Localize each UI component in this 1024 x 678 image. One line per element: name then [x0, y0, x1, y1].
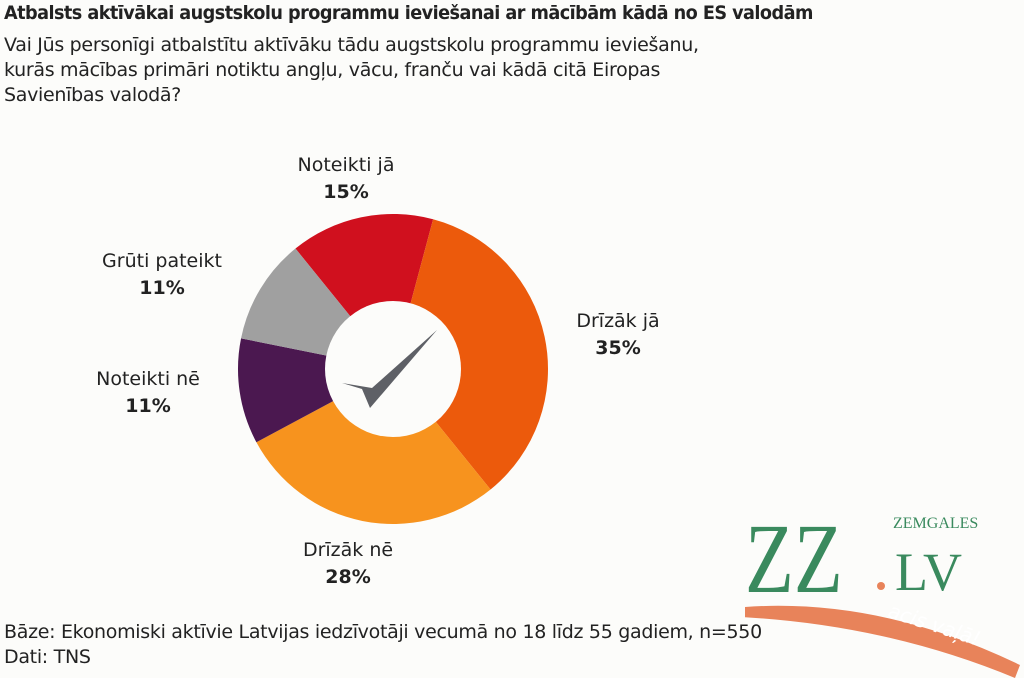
svg-text:ZZ: ZZ	[745, 503, 843, 615]
footer-base: Bāze: Ekonomiski aktīvie Latvijas iedzīv…	[4, 621, 762, 643]
checkmark-icon	[342, 330, 437, 408]
zz-lv-logo: ZZ ZEMGALES LV acis vaļā!	[745, 503, 1020, 678]
chart-subtitle: Vai Jūs personīgi atbalstītu aktīvāku tā…	[4, 34, 699, 106]
slice-noteikti-jā	[295, 214, 434, 323]
label-gruti-pateikt: Grūti pateikt 11%	[102, 250, 222, 299]
slice-drīzāk-jā	[408, 219, 548, 490]
chart-title: Atbalsts aktīvākai augstskolu programmu …	[4, 2, 813, 24]
chart-footer: Bāze: Ekonomiski aktīvie Latvijas iedzīv…	[4, 620, 762, 670]
slice-drīzāk-nē	[256, 397, 491, 524]
slice-grūti-pateikt	[241, 248, 356, 358]
svg-text:LV: LV	[895, 542, 962, 602]
label-noteikti-ja: Noteikti jā 15%	[297, 154, 395, 203]
svg-text:ZEMGALES: ZEMGALES	[893, 515, 978, 532]
label-noteikti-ne: Noteikti nē 11%	[96, 368, 200, 417]
footer-source: Dati: TNS	[4, 646, 91, 668]
label-drizak-ne: Drīzāk nē 28%	[302, 539, 394, 588]
donut-hole	[325, 301, 461, 437]
slice-noteikti-nē	[238, 338, 341, 443]
label-drizak-ja: Drīzāk jā 35%	[576, 310, 660, 359]
